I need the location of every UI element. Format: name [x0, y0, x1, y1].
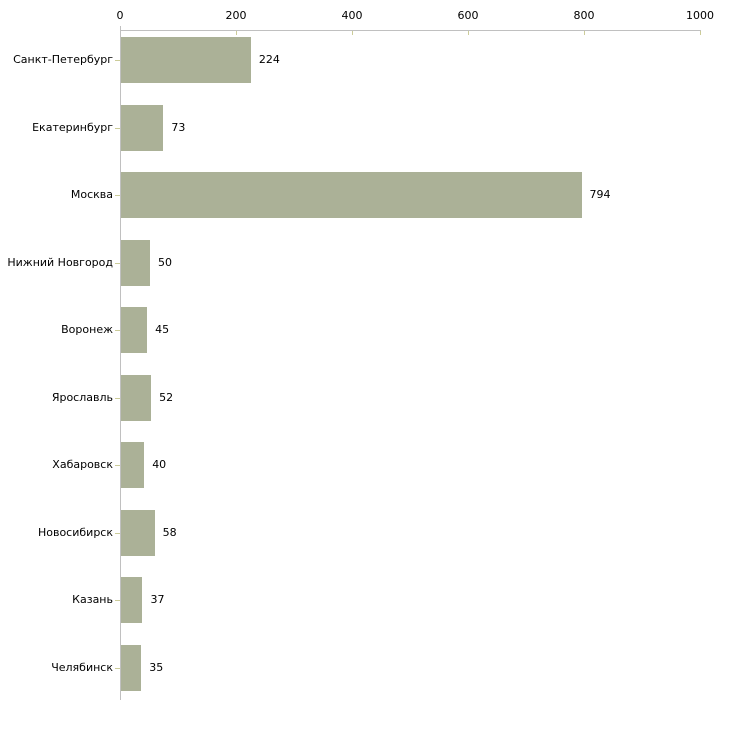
value-label: 40: [152, 458, 167, 471]
x-axis-tick-label: 400: [341, 9, 363, 22]
category-label: Казань: [72, 593, 113, 606]
y-axis-tick-mark: [115, 465, 120, 466]
value-label: 794: [589, 188, 611, 201]
value-label: 52: [159, 390, 174, 404]
bar: [121, 577, 143, 623]
x-axis-tick-label: 1000: [686, 9, 714, 22]
y-axis-tick-mark: [115, 127, 120, 129]
y-axis-tick-mark: [115, 330, 120, 331]
value-label: 35: [149, 660, 164, 674]
value-label: 58: [162, 525, 177, 539]
category-label: Новосибирск: [37, 525, 113, 539]
category-label: Челябинск: [51, 660, 113, 674]
x-axis-tick-mark: [700, 31, 701, 35]
category-label: Воронеж: [61, 323, 113, 336]
category-label: Нижний Новгород: [7, 255, 113, 269]
x-axis-tick-mark: [236, 31, 237, 35]
category-label: Санкт-Петербург: [13, 53, 113, 66]
bar: [121, 374, 152, 421]
value-label: 73: [171, 120, 186, 134]
y-axis-tick-mark: [115, 600, 120, 601]
category-label: Москва: [70, 188, 113, 201]
x-axis-tick-label: 600: [457, 9, 479, 22]
x-axis-tick-label: 200: [225, 9, 247, 22]
value-label: 224: [258, 53, 280, 66]
bar: [121, 509, 155, 556]
value-label: 50: [158, 255, 172, 269]
category-label: Ярославль: [51, 390, 113, 404]
y-axis-line: [120, 26, 121, 700]
category-label: Хабаровск: [52, 458, 113, 471]
bar: [121, 172, 582, 218]
x-axis-tick-label: 800: [573, 9, 595, 22]
x-axis-tick-mark: [352, 31, 353, 35]
x-axis-tick-label: 0: [116, 9, 124, 22]
y-axis-tick-mark: [115, 532, 120, 534]
bar: [121, 442, 145, 488]
category-label: Екатеринбург: [32, 120, 113, 134]
y-axis-tick-mark: [115, 397, 120, 399]
value-label: 37: [150, 593, 165, 606]
bar: [121, 37, 251, 83]
bar: [121, 239, 150, 286]
y-axis-tick-mark: [115, 667, 120, 669]
y-axis-tick-mark: [115, 262, 120, 264]
x-axis-tick-mark: [468, 31, 469, 35]
value-label: 45: [155, 323, 170, 336]
bar: [121, 104, 164, 151]
x-axis-tick-mark: [584, 31, 585, 35]
y-axis-tick-mark: [115, 195, 120, 196]
bar: [121, 307, 148, 353]
y-axis-tick-mark: [115, 60, 120, 61]
bar: [121, 644, 142, 691]
x-axis-line: [120, 30, 701, 31]
